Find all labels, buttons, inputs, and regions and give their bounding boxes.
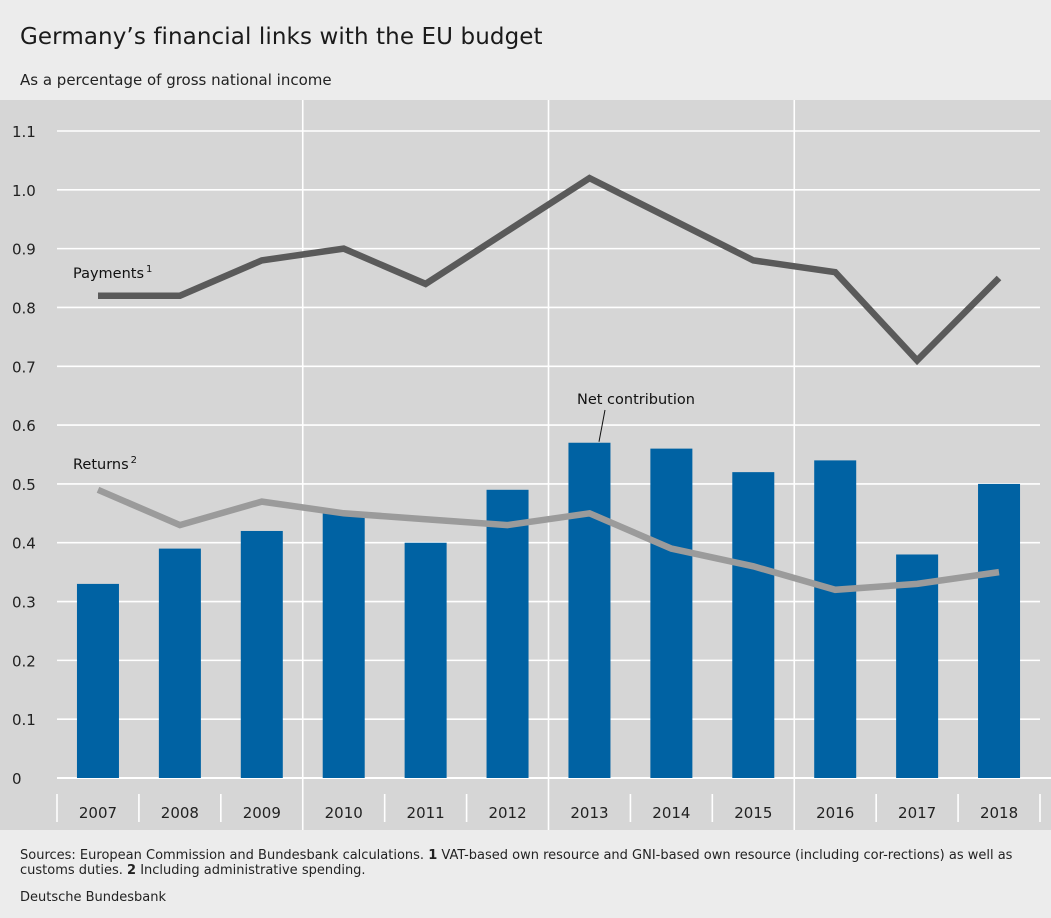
y-tick-label: 0.9	[12, 241, 36, 259]
bar-2008	[158, 548, 201, 778]
x-tick-label: 2012	[488, 804, 526, 822]
footnote-marker-2: 2	[127, 863, 137, 878]
y-tick-label: 0.1	[12, 711, 36, 729]
x-tick-label: 2017	[898, 804, 936, 822]
x-tick-label: 2016	[816, 804, 854, 822]
x-tick-label: 2015	[734, 804, 772, 822]
y-tick-label: 0	[12, 770, 22, 788]
series-labels: Payments 1 Returns 2 Net contribution	[73, 264, 695, 473]
x-tick-label: 2009	[243, 804, 281, 822]
bar-2015	[732, 472, 775, 778]
y-tick-label: 1.1	[12, 123, 36, 141]
line-returns	[96, 486, 1000, 594]
bar-2012	[486, 489, 529, 778]
x-tick-label: 2010	[325, 804, 363, 822]
x-tick-label: 2007	[79, 804, 117, 822]
bar-2009	[240, 530, 283, 778]
y-tick-label: 0.8	[12, 299, 36, 317]
footnote: Sources: European Commission and Bundesb…	[20, 848, 1040, 878]
y-tick-label: 0.2	[12, 652, 36, 670]
bar-2011	[404, 542, 447, 778]
y-tick-label: 0.3	[12, 594, 36, 612]
chart: 0 0.1 0.2 0.3 0.4 0.5 0.6 0.7 0.8 0.9 1.0 1.1 2007 20…	[0, 100, 1051, 830]
y-tick-label: 1.0	[12, 182, 36, 200]
x-tick-label: 2018	[980, 804, 1018, 822]
chart-subtitle: As a percentage of gross national income	[20, 71, 332, 89]
label-net-contribution: Net contribution	[577, 392, 695, 408]
chart-title: Germany’s financial links with the EU bu…	[20, 24, 543, 50]
bars	[76, 442, 1021, 778]
bar-2007	[76, 583, 119, 778]
bar-2013	[568, 442, 611, 778]
grid	[56, 100, 1051, 830]
publisher: Deutsche Bundesbank	[20, 890, 167, 905]
footnote-1-text: VAT-based own resource and GNI-based own…	[20, 848, 1013, 878]
y-tick-label: 0.4	[12, 535, 36, 553]
x-tick-label: 2008	[161, 804, 199, 822]
footnote-2-text: Including administrative spending.	[136, 863, 366, 878]
footnote-marker-1: 1	[428, 848, 438, 863]
label-payments: Payments 1	[73, 264, 152, 282]
y-tick-label: 0.5	[12, 476, 36, 494]
label-net-contribution-leader	[598, 409, 606, 442]
bar-2016	[814, 460, 857, 778]
x-tick-label: 2011	[407, 804, 445, 822]
bar-2017	[896, 554, 939, 778]
lines	[96, 174, 1002, 594]
y-tick-label: 0.7	[12, 358, 36, 376]
x-tick-label: 2013	[570, 804, 608, 822]
y-tick-label: 0.6	[12, 417, 36, 435]
tick-labels: 0 0.1 0.2 0.3 0.4 0.5 0.6 0.7 0.8 0.9 1.0 1.1 2007 20…	[12, 123, 1018, 822]
line-payments	[98, 174, 1002, 366]
bar-2014	[650, 448, 693, 778]
footnote-sources: Sources: European Commission and Bundesb…	[20, 848, 429, 863]
label-returns: Returns 2	[73, 455, 137, 473]
x-tick-label: 2014	[652, 804, 690, 822]
bar-2018	[978, 483, 1021, 778]
bar-2010	[322, 513, 365, 778]
